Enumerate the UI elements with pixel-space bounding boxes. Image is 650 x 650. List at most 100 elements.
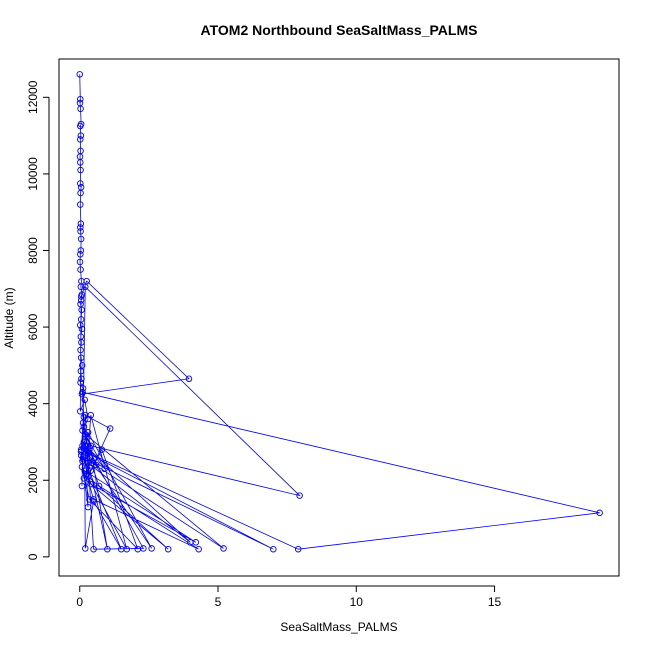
data-point xyxy=(79,442,86,450)
data-point xyxy=(77,346,84,354)
data-point xyxy=(77,201,84,208)
data-point xyxy=(87,411,95,419)
data-point xyxy=(77,180,84,187)
data-point xyxy=(79,454,87,461)
data-point xyxy=(78,306,85,314)
y-tick-label: 10000 xyxy=(26,157,40,191)
data-point xyxy=(79,457,86,465)
chart-title: ATOM2 Northbound SeaSaltMass_PALMS xyxy=(201,22,478,38)
data-point xyxy=(88,459,96,467)
data-point xyxy=(90,498,97,505)
data-point xyxy=(77,448,85,455)
data-point xyxy=(77,166,84,174)
data-point xyxy=(77,354,85,361)
series-layer xyxy=(76,71,603,553)
data-point xyxy=(77,367,85,375)
y-tick-label: 4000 xyxy=(26,390,40,417)
data-point xyxy=(84,473,92,480)
y-tick-label: 8000 xyxy=(26,237,40,264)
data-point xyxy=(83,471,90,478)
data-point xyxy=(82,283,89,291)
data-point xyxy=(86,496,93,503)
data-point xyxy=(84,503,92,511)
data-point xyxy=(80,423,88,430)
data-point xyxy=(185,375,193,383)
data-point xyxy=(77,132,85,139)
data-point xyxy=(82,545,89,552)
data-point xyxy=(192,539,200,546)
data-point xyxy=(78,482,86,490)
data-point xyxy=(77,379,84,386)
y-axis: 0 2000 4000 6000 8000 10000 12000 xyxy=(26,80,50,560)
data-point xyxy=(80,413,88,421)
data-point xyxy=(270,545,277,553)
x-tick-label: 5 xyxy=(215,595,222,609)
x-axis-label: SeaSaltMass_PALMS xyxy=(280,620,397,634)
data-point xyxy=(78,325,86,333)
data-point xyxy=(81,467,88,474)
data-point xyxy=(86,446,93,453)
data-point xyxy=(77,224,84,231)
data-point xyxy=(77,452,85,459)
plot-frame xyxy=(58,58,620,577)
data-point xyxy=(77,247,85,254)
data-point xyxy=(77,235,85,243)
data-point xyxy=(93,461,100,469)
data-point xyxy=(95,482,103,490)
data-point xyxy=(77,189,84,197)
data-point xyxy=(77,105,84,113)
data-point xyxy=(77,293,85,300)
data-point xyxy=(80,438,88,446)
data-point xyxy=(596,509,603,517)
y-tick-label: 12000 xyxy=(26,80,40,114)
data-point xyxy=(104,545,111,553)
data-point xyxy=(77,297,85,304)
data-point xyxy=(78,375,85,383)
data-point xyxy=(77,122,84,130)
data-point xyxy=(86,454,93,461)
data-point xyxy=(78,339,85,346)
data-point xyxy=(77,228,84,235)
data-point xyxy=(117,545,125,553)
y-tick-label: 6000 xyxy=(26,313,40,340)
data-point xyxy=(77,321,84,329)
data-point xyxy=(164,545,172,553)
data-point xyxy=(77,251,84,258)
x-tick-label: 0 xyxy=(76,595,83,609)
data-point xyxy=(77,283,85,291)
data-point xyxy=(294,545,302,553)
x-tick-label: 15 xyxy=(488,595,502,609)
data-point xyxy=(296,492,303,499)
data-point xyxy=(76,258,84,266)
y-tick-label: 0 xyxy=(26,553,40,560)
y-axis-label: Altitude (m) xyxy=(2,287,16,348)
data-point xyxy=(79,388,86,396)
data-point xyxy=(220,545,227,552)
data-point xyxy=(77,159,84,166)
data-point xyxy=(101,465,108,473)
x-tick-label: 10 xyxy=(350,595,364,609)
data-point xyxy=(195,545,202,553)
data-point xyxy=(134,545,142,553)
data-point xyxy=(77,408,84,415)
data-point xyxy=(87,480,95,488)
data-point xyxy=(84,459,92,467)
data-point xyxy=(77,266,84,273)
data-point xyxy=(87,467,95,474)
data-point xyxy=(77,136,84,143)
data-point xyxy=(90,496,97,503)
data-point xyxy=(90,545,97,553)
y-tick-label: 2000 xyxy=(26,467,40,494)
data-point xyxy=(76,71,83,78)
data-point xyxy=(81,396,88,404)
data-point xyxy=(77,220,85,227)
data-point xyxy=(82,431,89,438)
data-point xyxy=(77,95,84,103)
data-point xyxy=(106,425,114,432)
data-point xyxy=(98,446,106,453)
data-point xyxy=(84,450,92,457)
data-point xyxy=(148,545,155,552)
x-axis: 0 5 10 15 xyxy=(76,585,502,609)
